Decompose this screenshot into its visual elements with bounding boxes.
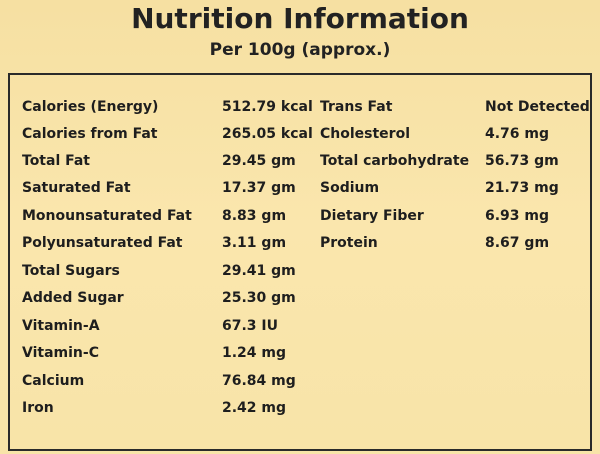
nutrient-row-total-carbohydrate: Total carbohydrate 56.73 gm bbox=[10, 151, 590, 171]
nutrient-value: 25.30 gm bbox=[222, 290, 296, 306]
nutrient-label: Dietary Fiber bbox=[320, 208, 424, 224]
nutrient-value: 29.41 gm bbox=[222, 263, 296, 279]
nutrient-value: 4.76 mg bbox=[485, 126, 550, 142]
page-subtitle: Per 100g (approx.) bbox=[209, 40, 391, 60]
nutrient-label: Calories (Energy) bbox=[22, 99, 159, 115]
nutrient-row-total-fat: Total Fat 29.45 gm bbox=[10, 151, 590, 171]
nutrient-row-trans-fat: Trans Fat Not Detected bbox=[10, 97, 590, 117]
nutrient-value: 29.45 gm bbox=[222, 153, 296, 169]
nutrient-value: 67.3 IU bbox=[222, 318, 278, 334]
nutrient-row-saturated-fat: Saturated Fat 17.37 gm bbox=[10, 178, 590, 198]
nutrient-label: Saturated Fat bbox=[22, 180, 131, 196]
nutrient-value: 512.79 kcal bbox=[222, 99, 313, 115]
nutrient-row-iron: Iron 2.42 mg bbox=[10, 398, 590, 418]
nutrient-row-monounsaturated-fat: Monounsaturated Fat 8.83 gm bbox=[10, 206, 590, 226]
nutrient-label: Iron bbox=[22, 400, 54, 416]
nutrient-value: 76.84 mg bbox=[222, 373, 296, 389]
nutrient-label: Monounsaturated Fat bbox=[22, 208, 192, 224]
nutrient-row-calcium: Calcium 76.84 mg bbox=[10, 371, 590, 391]
nutrient-row-protein: Protein 8.67 gm bbox=[10, 233, 590, 253]
nutrient-value: 8.83 gm bbox=[222, 208, 287, 224]
nutrient-value: 265.05 kcal bbox=[222, 126, 313, 142]
nutrient-label: Protein bbox=[320, 235, 378, 251]
nutrient-label: Calcium bbox=[22, 373, 85, 389]
nutrient-value: 6.93 mg bbox=[485, 208, 550, 224]
nutrient-label: Vitamin-C bbox=[22, 345, 99, 361]
nutrient-row-calories: Calories (Energy) 512.79 kcal bbox=[10, 97, 590, 117]
nutrient-row-total-sugars: Total Sugars 29.41 gm bbox=[10, 261, 590, 281]
nutrient-label: Added Sugar bbox=[22, 290, 124, 306]
nutrient-label: Trans Fat bbox=[320, 99, 393, 115]
nutrient-row-dietary-fiber: Dietary Fiber 6.93 mg bbox=[10, 206, 590, 226]
nutrient-row-calories-from-fat: Calories from Fat 265.05 kcal bbox=[10, 124, 590, 144]
nutrient-label: Total carbohydrate bbox=[320, 153, 470, 169]
nutrient-row-vitamin-c: Vitamin-C 1.24 mg bbox=[10, 343, 590, 363]
nutrient-label: Cholesterol bbox=[320, 126, 410, 142]
nutrient-value: 8.67 gm bbox=[485, 235, 550, 251]
nutrient-label: Total Sugars bbox=[22, 263, 120, 279]
nutrient-label: Sodium bbox=[320, 180, 380, 196]
nutrient-row-vitamin-a: Vitamin-A 67.3 IU bbox=[10, 316, 590, 336]
nutrient-label: Total Fat bbox=[22, 153, 91, 169]
nutrient-value: 17.37 gm bbox=[222, 180, 296, 196]
nutrient-row-added-sugar: Added Sugar 25.30 gm bbox=[10, 288, 590, 308]
nutrient-value: 21.73 mg bbox=[485, 180, 559, 196]
nutrient-row-sodium: Sodium 21.73 mg bbox=[10, 178, 590, 198]
nutrient-value: 56.73 gm bbox=[485, 153, 559, 169]
nutrient-row-cholesterol: Cholesterol 4.76 mg bbox=[10, 124, 590, 144]
nutrient-label: Vitamin-A bbox=[22, 318, 100, 334]
nutrient-value: 1.24 mg bbox=[222, 345, 287, 361]
nutrition-panel: Calories (Energy) 512.79 kcal Calories f… bbox=[8, 73, 592, 451]
nutrient-label: Calories from Fat bbox=[22, 126, 158, 142]
nutrient-value: 2.42 mg bbox=[222, 400, 287, 416]
nutrient-value: 3.11 gm bbox=[222, 235, 287, 251]
nutrient-value: Not Detected bbox=[485, 99, 590, 115]
page-title: Nutrition Information bbox=[131, 2, 469, 35]
nutrient-label: Polyunsaturated Fat bbox=[22, 235, 183, 251]
nutrient-row-polyunsaturated-fat: Polyunsaturated Fat 3.11 gm bbox=[10, 233, 590, 253]
